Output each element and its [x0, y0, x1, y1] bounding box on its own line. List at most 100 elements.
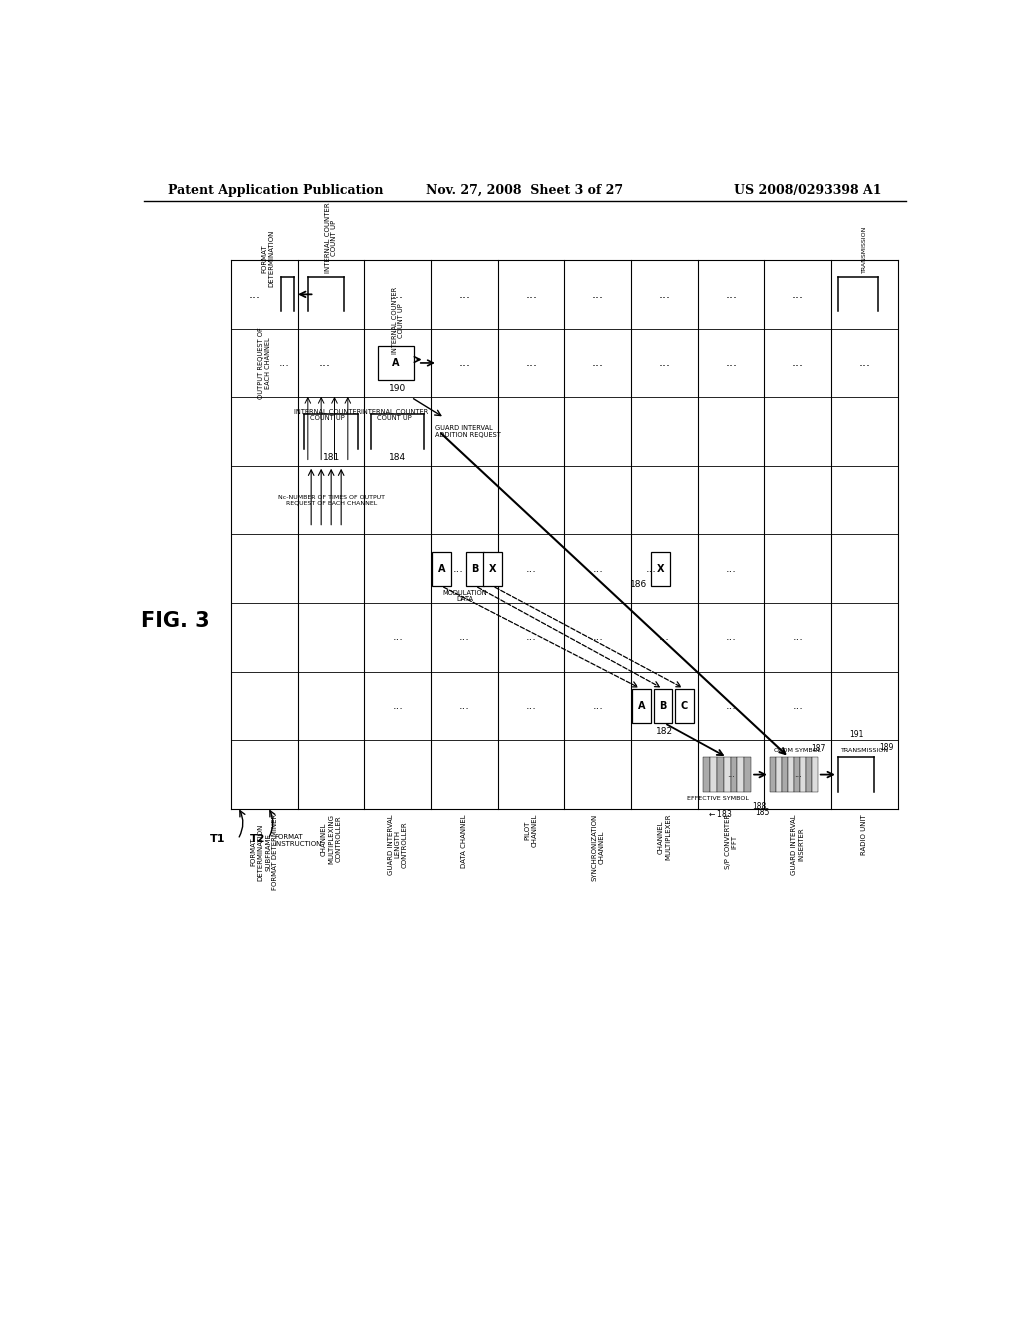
Text: ...: ... [525, 356, 538, 370]
Text: ...: ... [592, 632, 603, 643]
Text: 188: 188 [753, 803, 767, 810]
Bar [806, 758, 812, 792]
Bar [378, 346, 415, 380]
Bar [800, 758, 806, 792]
Text: ...: ... [727, 770, 735, 779]
Text: ...: ... [725, 288, 737, 301]
Text: ...: ... [459, 701, 470, 711]
Text: FORMAT
DETERMINATION: FORMAT DETERMINATION [261, 230, 274, 288]
Bar [710, 758, 717, 792]
Text: ...: ... [592, 356, 604, 370]
Text: Patent Application Publication: Patent Application Publication [168, 183, 383, 197]
Text: ...: ... [280, 358, 290, 368]
Bar [432, 552, 452, 586]
Bar [781, 758, 787, 792]
Text: GUARD INTERVAL
INSERTER: GUARD INTERVAL INSERTER [792, 814, 805, 875]
Bar [787, 758, 794, 792]
Text: A: A [392, 358, 400, 368]
Text: 184: 184 [389, 453, 407, 462]
Text: ...: ... [726, 632, 736, 643]
Text: ...: ... [794, 770, 802, 779]
Text: 182: 182 [656, 727, 673, 737]
Text: A: A [438, 564, 445, 574]
Bar [633, 689, 651, 723]
Text: PILOT
CHANNEL: PILOT CHANNEL [524, 814, 538, 847]
Bar [724, 758, 730, 792]
Bar [717, 758, 724, 792]
Text: C: C [681, 701, 688, 711]
Text: ...: ... [525, 288, 538, 301]
Text: DATA CHANNEL: DATA CHANNEL [462, 814, 468, 867]
Bar [776, 758, 781, 792]
Text: INTERNAL COUNTER
COUNT UP: INTERNAL COUNTER COUNT UP [391, 288, 404, 355]
Text: ...: ... [592, 288, 604, 301]
Text: MODULATION
DATA: MODULATION DATA [442, 590, 486, 602]
Text: ...: ... [392, 288, 403, 301]
Text: ...: ... [792, 288, 804, 301]
Bar [744, 758, 752, 792]
Text: ...: ... [459, 632, 470, 643]
Bar [812, 758, 818, 792]
Text: INTERNAL COUNTER
COUNT UP: INTERNAL COUNTER COUNT UP [325, 202, 338, 273]
Text: B: B [471, 564, 479, 574]
Text: ...: ... [858, 356, 870, 370]
Bar [730, 758, 737, 792]
Text: 191: 191 [849, 730, 863, 739]
Text: ...: ... [592, 701, 603, 711]
Bar [466, 552, 484, 586]
Text: ...: ... [792, 356, 804, 370]
Text: GUARD INTERVAL
LENGTH
CONTROLLER: GUARD INTERVAL LENGTH CONTROLLER [387, 814, 409, 875]
Text: ...: ... [525, 564, 537, 574]
Text: ...: ... [459, 288, 470, 301]
Text: ...: ... [793, 632, 803, 643]
Text: ...: ... [726, 701, 736, 711]
Text: ...: ... [726, 564, 736, 574]
Text: GUARD INTERVAL
ADDITION REQUEST: GUARD INTERVAL ADDITION REQUEST [435, 425, 501, 438]
Text: ...: ... [392, 632, 403, 643]
Text: RADIO UNIT: RADIO UNIT [861, 814, 867, 855]
Text: EFFECTIVE SYMBOL: EFFECTIVE SYMBOL [687, 796, 749, 801]
Text: OFDM SYMBOL: OFDM SYMBOL [774, 748, 821, 754]
Text: T2: T2 [250, 834, 265, 845]
Text: ...: ... [793, 701, 803, 711]
Text: 186: 186 [630, 579, 647, 589]
Text: $\leftarrow$183: $\leftarrow$183 [708, 808, 732, 818]
Text: ...: ... [592, 564, 603, 574]
Text: T1: T1 [210, 834, 225, 845]
Text: US 2008/0293398 A1: US 2008/0293398 A1 [734, 183, 882, 197]
Text: ...: ... [453, 564, 463, 574]
Text: 181: 181 [323, 453, 340, 462]
Bar [703, 758, 710, 792]
Text: ...: ... [646, 564, 656, 574]
Text: ...: ... [725, 356, 737, 370]
Text: 185: 185 [755, 808, 769, 817]
Text: A: A [638, 701, 645, 711]
Text: ...: ... [658, 288, 671, 301]
Text: INTERNAL COUNTER
COUNT UP: INTERNAL COUNTER COUNT UP [294, 409, 361, 421]
Text: CHANNEL
MULTIPLEXING
CONTROLLER: CHANNEL MULTIPLEXING CONTROLLER [321, 814, 341, 865]
Text: INTERNAL COUNTER
COUNT UP: INTERNAL COUNTER COUNT UP [360, 409, 428, 421]
Text: 189: 189 [880, 743, 894, 752]
Bar [794, 758, 800, 792]
Text: ...: ... [658, 356, 671, 370]
Text: X: X [488, 564, 497, 574]
Text: 190: 190 [389, 384, 407, 393]
Bar [651, 552, 670, 586]
Text: B: B [659, 701, 667, 711]
Text: 187: 187 [811, 744, 825, 754]
Bar [483, 552, 502, 586]
Text: ...: ... [459, 356, 470, 370]
Text: TRANSMISSION: TRANSMISSION [841, 748, 889, 754]
Text: ...: ... [392, 701, 403, 711]
Text: ...: ... [659, 632, 670, 643]
Text: FORMAT
DETERMINATION
SUBFRAME
FORMAT DETERMINER: FORMAT DETERMINATION SUBFRAME FORMAT DET… [251, 814, 279, 890]
Text: FORMAT
INSTRUCTION: FORMAT INSTRUCTION [274, 834, 322, 847]
Bar [737, 758, 744, 792]
Text: CHANNEL
MULTIPLEXER: CHANNEL MULTIPLEXER [657, 814, 671, 861]
Text: Nc-NUMBER OF TIMES OF OUTPUT
REQUEST OF EACH CHANNEL: Nc-NUMBER OF TIMES OF OUTPUT REQUEST OF … [278, 495, 385, 506]
Text: TRANSMISSION: TRANSMISSION [862, 226, 867, 273]
Bar [653, 689, 673, 723]
Bar [770, 758, 776, 792]
Text: ...: ... [249, 288, 260, 301]
Text: ...: ... [525, 632, 537, 643]
